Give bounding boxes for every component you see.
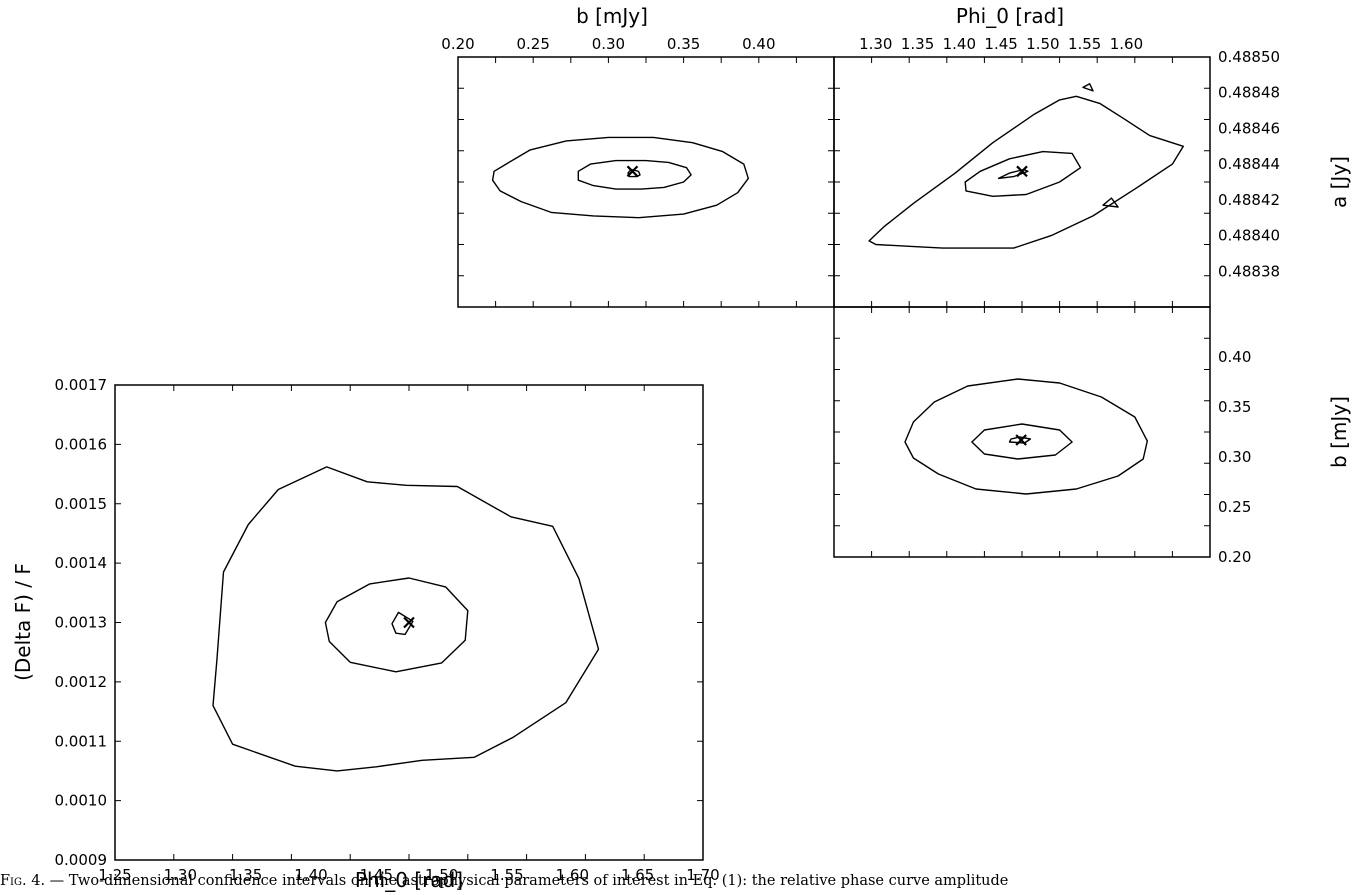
x-tick-label: 1.45 xyxy=(360,866,393,884)
y-tick-label: 0.48842 xyxy=(1218,191,1280,209)
y-tick-label: 0.0010 xyxy=(55,792,108,810)
x-tick-label: 0.25 xyxy=(516,35,549,53)
y-tick-label: 0.0016 xyxy=(55,435,108,453)
x-tick-label: 1.35 xyxy=(901,35,934,53)
x-tick-label: 0.30 xyxy=(592,35,625,53)
plot-frame xyxy=(457,56,835,308)
x-tick-label: 1.65 xyxy=(621,866,654,884)
best-fit-stroke xyxy=(1015,434,1027,446)
y-tick-label: 0.0011 xyxy=(55,732,108,750)
x-tick-label: 1.35 xyxy=(229,866,262,884)
contour-outer xyxy=(904,378,1149,495)
y-tick-label: 0.0017 xyxy=(55,376,108,394)
contour-island xyxy=(1082,83,1094,92)
contour-middle xyxy=(971,423,1073,460)
y-tick-label: 0.0009 xyxy=(55,851,108,869)
x-tick-label: 1.30 xyxy=(859,35,892,53)
y-tick-label: 0.48850 xyxy=(1218,48,1280,66)
contour-middle xyxy=(324,577,469,673)
y-tick-label: 0.48846 xyxy=(1218,119,1280,137)
best-fit-stroke xyxy=(1016,165,1028,178)
caption-label: Fig. 4. xyxy=(0,873,46,889)
x-tick-label: 1.55 xyxy=(490,866,523,884)
y-tick-label: 0.0015 xyxy=(55,495,108,513)
panel-a-vs-phi: 1.30 1.35 1.40 1.45 1.50 1.55 1.60 0.48838 0.488… xyxy=(833,4,1351,308)
contour-middle xyxy=(964,150,1082,198)
y-tick-label: 0.35 xyxy=(1218,398,1251,416)
y-tick-label: 0.48844 xyxy=(1218,155,1280,173)
x-axis-label: Phi_0 [rad] xyxy=(956,4,1064,28)
panel-b-vs-phi: 0.20 0.25 0.30 0.35 0.40 b [mJy] xyxy=(833,306,1351,566)
best-fit-marker xyxy=(403,616,415,629)
contour-inner xyxy=(997,168,1029,180)
plot-frame xyxy=(833,56,1211,308)
x-tick-label: 1.60 xyxy=(1110,35,1143,53)
contour-outer xyxy=(868,95,1185,249)
y-tick-label: 0.48840 xyxy=(1218,227,1280,245)
x-axis-label: b [mJy] xyxy=(576,4,648,28)
x-tick-label: 1.50 xyxy=(425,866,458,884)
x-axis-label: Phi_0 [rad] xyxy=(355,868,463,892)
contour-outer xyxy=(491,136,749,219)
y-tick-label: 0.30 xyxy=(1218,448,1251,466)
x-tick-label: 1.40 xyxy=(943,35,976,53)
y-axis-label: (Delta F) / F xyxy=(11,563,35,681)
y-tick-label: 0.25 xyxy=(1218,498,1251,516)
x-tick-label: 1.25 xyxy=(98,866,131,884)
y-tick-label: 0.20 xyxy=(1218,548,1251,566)
best-fit-marker xyxy=(1016,165,1028,178)
y-tick-label: 0.40 xyxy=(1218,348,1251,366)
y-axis-label: b [mJy] xyxy=(1327,396,1351,468)
x-tick-label: 0.35 xyxy=(667,35,700,53)
best-fit-marker xyxy=(626,165,639,178)
best-fit-marker xyxy=(1015,434,1027,446)
x-tick-label: 1.45 xyxy=(984,35,1017,53)
best-fit-stroke xyxy=(626,165,639,178)
contour-inner xyxy=(1008,436,1032,444)
contour-outer xyxy=(212,466,600,772)
contour-island xyxy=(1102,197,1119,208)
panel-df-vs-phi: 1.25 1.30 1.35 1.40 1.45 1.50 1.55 1.60 1.65 1.70… xyxy=(11,376,720,892)
y-tick-label: 0.48838 xyxy=(1218,262,1280,280)
plot-frame xyxy=(833,306,1211,558)
y-tick-label: 0.0012 xyxy=(55,673,108,691)
x-tick-label: 1.50 xyxy=(1026,35,1059,53)
x-tick-label: 1.70 xyxy=(686,866,719,884)
y-axis-label: a [Jy] xyxy=(1327,156,1351,208)
y-tick-label: 0.48848 xyxy=(1218,84,1280,102)
best-fit-stroke xyxy=(403,616,415,629)
caption-text: — Two-dimensional confidence intervals o… xyxy=(49,873,1009,889)
y-tick-label: 0.0013 xyxy=(55,614,108,632)
x-tick-label: 1.60 xyxy=(556,866,589,884)
x-tick-label: 0.40 xyxy=(742,35,775,53)
contour-middle xyxy=(577,159,692,190)
contour-inner xyxy=(391,611,414,636)
x-tick-label: 1.55 xyxy=(1068,35,1101,53)
x-tick-label: 0.20 xyxy=(441,35,474,53)
x-tick-label: 1.40 xyxy=(294,866,327,884)
panel-a-vs-b: 0.20 0.25 0.30 0.35 0.40 b [mJy] xyxy=(441,4,835,308)
y-tick-label: 0.0014 xyxy=(55,554,108,572)
figure-caption: Fig. 4. — Two-dimensional confidence int… xyxy=(0,871,1361,891)
x-tick-label: 1.30 xyxy=(164,866,197,884)
